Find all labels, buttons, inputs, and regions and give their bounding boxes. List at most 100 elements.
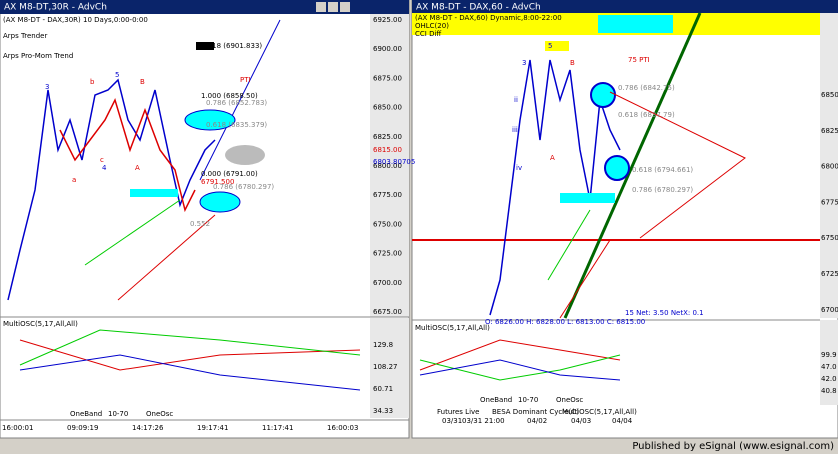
wave-label: 3: [45, 83, 49, 91]
tab[interactable]: MultiOSC(5,17,All,All): [562, 408, 637, 416]
trend-line: [117, 214, 216, 301]
close[interactable]: [340, 2, 350, 12]
label-box: [545, 41, 569, 51]
minimize[interactable]: [316, 2, 326, 12]
osc-axis: [820, 320, 838, 405]
header-zone: [598, 15, 673, 33]
price-tick-label: 6725: [821, 270, 838, 278]
chart-label: (AX M8-DT - DAX,30R) 10 Days,0:00-0:00: [3, 16, 148, 24]
annotation: 0.786 (6852.783): [206, 99, 267, 107]
study-label: Arps Pro-Mom Trend: [3, 52, 73, 60]
study-label: CCI Diff: [415, 30, 441, 38]
wave-label: b: [90, 78, 95, 86]
osc-line: [19, 354, 361, 391]
annotation: 0.618 (6794.661): [632, 166, 693, 174]
zone-band: [130, 189, 178, 197]
wave-label: 5: [115, 71, 119, 79]
price-tick-label: 6900.00: [373, 45, 402, 53]
wave-label: A: [550, 154, 555, 162]
osc-flag: 129.8: [373, 341, 393, 349]
title-bar: [412, 0, 838, 13]
price-flag: 6803.80705: [373, 158, 415, 166]
annotation: 0.618 (6837.79): [618, 111, 675, 119]
wave-label: ii: [514, 96, 518, 104]
osc-flag: 40.8: [821, 387, 837, 395]
osc-line: [419, 359, 621, 381]
osc-title: MultiOSC(5,17,All,All): [415, 324, 490, 332]
annotation: 0.786 (6842.75): [618, 84, 675, 92]
wave-label: c: [100, 156, 104, 164]
price-tick-label: 6750.00: [373, 220, 402, 228]
button[interactable]: OneOsc: [556, 396, 583, 404]
ohlc-readout: O: 6826.00 H: 6828.00 L: 6813.00 C: 6815…: [485, 318, 645, 326]
trend-line: [547, 209, 591, 281]
price-tick-label: 6800.00: [373, 162, 402, 170]
price-tick-label: 6725.00: [373, 250, 402, 258]
annotation: 0.786 (6780.297): [213, 183, 274, 191]
osc-axis: [370, 318, 409, 418]
price-axis: [820, 13, 838, 318]
annotation: 0.552: [190, 220, 210, 228]
button[interactable]: OneBand: [480, 396, 512, 404]
osc-flag: 42.0: [821, 375, 837, 383]
annotation: 0.786 (6780.297): [632, 186, 693, 194]
annotation: 6791.500: [201, 178, 234, 186]
time-tick-label: 03/31: [442, 417, 462, 425]
stats-readout: 15 Net: 3.50 NetX: 0.1: [625, 309, 704, 317]
price-tick-label: 6775: [821, 198, 838, 206]
wave-label: B: [570, 59, 575, 67]
time-tick-label: 14:17:26: [132, 424, 164, 432]
target-zone: [225, 145, 265, 165]
button[interactable]: OneBand: [70, 410, 102, 418]
price-axis: [370, 14, 409, 317]
window-title: AX M8-DT - DAX,60 - AdvCh: [416, 3, 541, 13]
price-bars-trend: [489, 59, 621, 316]
arrows: [609, 91, 746, 239]
price-tick-label: 6750: [821, 234, 838, 242]
maximize[interactable]: [328, 2, 338, 12]
tab[interactable]: Futures Live: [437, 408, 479, 416]
trend-line: [559, 239, 611, 319]
price-bars-trend: [7, 78, 216, 301]
time-tick-label: 03/31 21:00: [462, 417, 505, 425]
osc-flag: 34.33: [373, 407, 393, 415]
time-tick-label: 16:00:03: [327, 424, 358, 432]
button[interactable]: 10-70: [108, 410, 128, 418]
target-circle: [590, 82, 616, 108]
target-zone: [199, 191, 241, 213]
osc-line: [419, 354, 621, 381]
osc-flag: 60.71: [373, 385, 393, 393]
price-tick-label: 6675.00: [373, 308, 402, 316]
wave-label: a: [72, 176, 76, 184]
time-tick-label: 04/04: [612, 417, 633, 425]
wave-label: iii: [512, 126, 518, 134]
time-tick-label: 11:17:41: [262, 424, 293, 432]
price-tick-label: 6825.00: [373, 133, 402, 141]
trend-line: [84, 199, 181, 266]
right-window: AX M8-DT - DAX,60 - AdvCh (AX M8-DT - DA…: [411, 0, 838, 439]
annotation: 0.618 (6835.379): [206, 121, 267, 129]
tab[interactable]: BESA Dominant Cycle(C): [492, 408, 579, 416]
time-tick-label: 09:09:19: [67, 424, 98, 432]
osc-flag: 108.27: [373, 363, 398, 371]
time-tick-label: 19:17:41: [197, 424, 228, 432]
price-flag: 6815.00: [373, 146, 402, 154]
button[interactable]: OneOsc: [146, 410, 173, 418]
wave-label: 5: [548, 42, 552, 50]
button[interactable]: 10-70: [518, 396, 538, 404]
price-tick-label: 6775.00: [373, 191, 402, 199]
price-tick-label: 6875.00: [373, 74, 402, 82]
chart-label: (AX M8-DT - DAX,60) Dynamic,8:00-22:00: [415, 14, 562, 22]
osc-line: [419, 339, 621, 371]
target-circle: [604, 155, 630, 181]
zone-band: [196, 42, 214, 50]
price-tick-label: 6700.00: [373, 279, 402, 287]
annotation: 1.618 (6901.833): [201, 42, 262, 50]
time-tick-label: 16:00:01: [2, 424, 33, 432]
price-tick-label: 6825: [821, 127, 838, 135]
wave-label: A: [135, 164, 140, 172]
target-zone: [184, 109, 236, 131]
window-frame: [0, 0, 410, 439]
price-tick-label: 6850.00: [373, 104, 402, 112]
annotation: PTI: [240, 76, 251, 84]
